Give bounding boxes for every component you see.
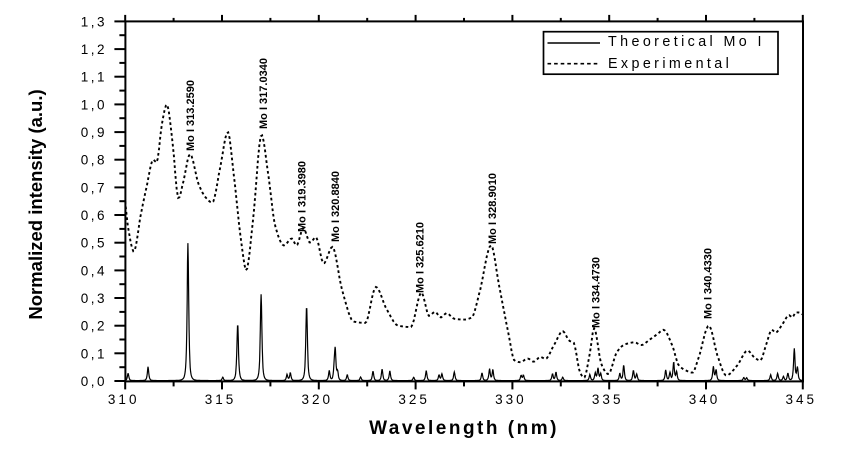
svg-text:Wavelength (nm): Wavelength (nm) (369, 418, 559, 439)
svg-text:Mo I 320.8840: Mo I 320.8840 (330, 171, 342, 242)
svg-text:1,0: 1,0 (81, 97, 107, 112)
svg-text:Theoretical Mo I: Theoretical Mo I (608, 34, 765, 50)
svg-text:0,7: 0,7 (81, 180, 107, 195)
svg-text:340: 340 (689, 392, 721, 407)
svg-text:Mo I 317.0340: Mo I 317.0340 (258, 58, 270, 129)
svg-text:0,5: 0,5 (81, 236, 107, 251)
svg-text:Mo I 334.4730: Mo I 334.4730 (591, 257, 603, 328)
svg-text:310: 310 (108, 392, 140, 407)
svg-text:320: 320 (302, 392, 334, 407)
svg-text:Mo I 313.2590: Mo I 313.2590 (185, 80, 197, 151)
svg-text:0,2: 0,2 (81, 319, 107, 334)
svg-text:325: 325 (398, 392, 430, 407)
svg-text:345: 345 (786, 392, 818, 407)
svg-text:Mo I 328.9010: Mo I 328.9010 (487, 173, 499, 244)
svg-text:335: 335 (592, 392, 624, 407)
svg-text:0,3: 0,3 (81, 291, 107, 306)
svg-text:0,6: 0,6 (81, 208, 107, 223)
svg-text:Mo I 325.6210: Mo I 325.6210 (415, 222, 427, 293)
svg-text:0,1: 0,1 (81, 346, 107, 361)
svg-text:330: 330 (495, 392, 527, 407)
svg-text:0,4: 0,4 (81, 263, 107, 278)
svg-text:Experimental: Experimental (608, 56, 732, 72)
svg-text:0,0: 0,0 (81, 374, 107, 389)
svg-text:Normalized intensity (a.u.): Normalized intensity (a.u.) (25, 89, 46, 319)
svg-text:1,2: 1,2 (81, 42, 107, 57)
svg-text:1,3: 1,3 (81, 14, 107, 29)
svg-text:315: 315 (205, 392, 237, 407)
svg-text:1,1: 1,1 (81, 70, 107, 85)
svg-text:Mo I 340.4330: Mo I 340.4330 (703, 248, 715, 319)
svg-text:Mo I 319.3980: Mo I 319.3980 (297, 161, 309, 232)
svg-text:0,8: 0,8 (81, 153, 107, 168)
svg-text:0,9: 0,9 (81, 125, 107, 140)
